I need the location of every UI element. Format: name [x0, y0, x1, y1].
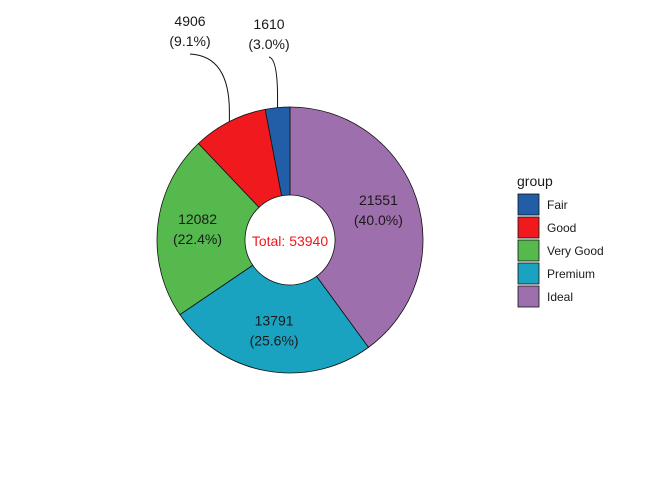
slice-label-ideal: 21551 (40.0%)	[354, 192, 403, 228]
leader-line-good	[189, 53, 230, 122]
slice-ideal	[289, 106, 424, 348]
legend-title: group	[517, 173, 553, 189]
slice-label-fair: 1610 (3.0%)	[248, 16, 289, 52]
slice-label-very-good: 12082 (22.4%)	[173, 211, 222, 247]
legend-label-very-good: Very Good	[547, 244, 604, 258]
legend-swatch-good	[517, 216, 540, 239]
legend-label-premium: Premium	[547, 267, 595, 281]
legend-label-ideal: Ideal	[547, 290, 573, 304]
legend-items: Fair Good Very Good Premium Ideal	[517, 193, 604, 308]
leader-lines	[189, 53, 279, 122]
legend-swatch-fair	[517, 193, 540, 216]
total-label: Total: 53940	[252, 233, 328, 249]
legend-swatch-very-good	[517, 239, 540, 262]
legend-swatch-ideal	[517, 285, 540, 308]
slice-label-good: 4906 (9.1%)	[169, 13, 210, 49]
slice-very-good	[156, 142, 260, 316]
legend-label-fair: Fair	[547, 198, 568, 212]
slice-labels: 21551 (40.0%) 13791 (25.6%) 12082 (22.4%) 4906…	[169, 13, 403, 349]
legend-label-good: Good	[547, 221, 576, 235]
slice-label-premium: 13791 (25.6%)	[250, 313, 299, 349]
legend: group Fair Good Very Good Premium Ideal	[517, 173, 604, 308]
legend-swatch-premium	[517, 262, 540, 285]
donut-slices	[156, 106, 424, 374]
slice-premium	[179, 264, 370, 374]
slice-fair	[264, 106, 291, 197]
leader-line-fair	[268, 56, 279, 108]
